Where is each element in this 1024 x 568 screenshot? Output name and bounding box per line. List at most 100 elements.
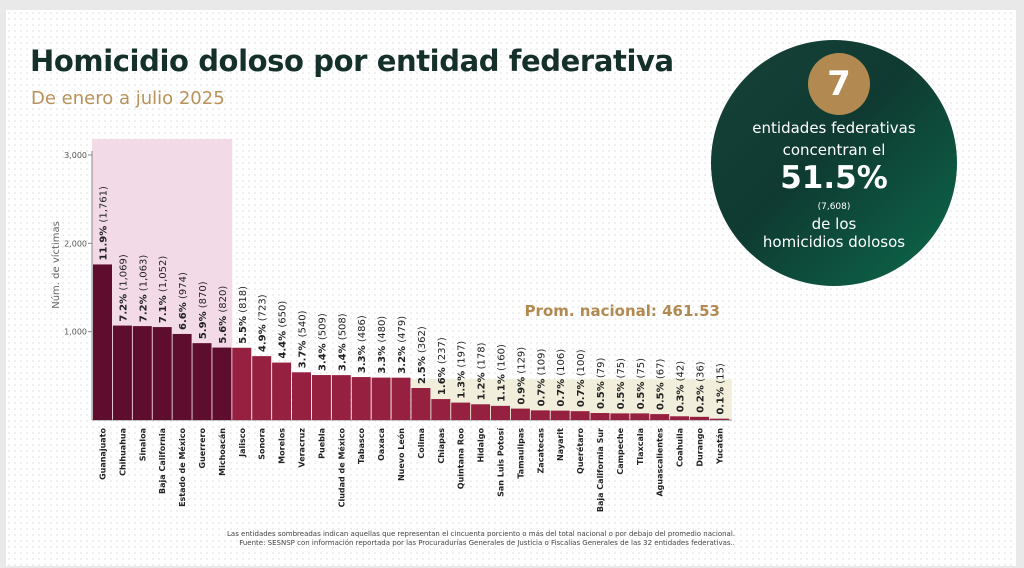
bar-value-label: 3.3% (480)	[377, 316, 388, 374]
bar-value-label: 3.4% (509)	[317, 313, 328, 371]
bar-percent-label: 0.5%	[656, 382, 667, 410]
bar-percent-label: 3.3%	[377, 346, 388, 374]
bar-count-label: (509)	[317, 313, 328, 343]
category-labels: Guanajuato Chihuahua Sinaloa Baja Californi…	[99, 427, 725, 512]
bar-value-label: 0.7% (100)	[576, 349, 587, 407]
bar-value-label: 1.3% (197)	[457, 341, 468, 399]
category-label: Baja California	[158, 428, 167, 494]
bars	[93, 264, 729, 420]
bar	[530, 410, 550, 420]
bar-percent-label: 1.6%	[437, 367, 448, 395]
page-title: Homicidio doloso por entidad federativa	[30, 44, 674, 78]
bar-value-label: 5.5% (818)	[238, 286, 249, 344]
bar-percent-label: 1.2%	[477, 373, 488, 401]
bar-value-label: 11.9% (1,761)	[99, 186, 110, 260]
bar-value-label: 1.2% (178)	[477, 342, 488, 400]
category-label: Guerrero	[198, 428, 207, 469]
bar-percent-label: 7.1%	[158, 295, 169, 323]
bar-value-label: 3.4% (508)	[337, 313, 348, 371]
category-label: San Luis Potosí	[497, 427, 506, 497]
category-label: Querétaro	[575, 428, 585, 474]
bar-count-label: (723)	[258, 294, 269, 324]
bar-count-label: (67)	[656, 359, 667, 383]
bar-value-label: 0.5% (79)	[596, 357, 607, 409]
bar-percent-label: 4.9%	[258, 324, 269, 352]
category-label: Tamaulipas	[516, 428, 525, 479]
bar	[391, 377, 411, 420]
bar-percent-label: 0.7%	[556, 379, 567, 407]
category-label: Chiapas	[437, 428, 446, 464]
bar-percent-label: 3.3%	[357, 345, 368, 373]
highlight-line-3: de los	[811, 215, 857, 233]
y-tick-label: 3,000	[64, 151, 87, 160]
bar-percent-label: 0.5%	[616, 382, 627, 410]
bar	[112, 325, 132, 420]
bar-count-label: (650)	[278, 301, 289, 331]
bar-value-label: 1.1% (160)	[497, 344, 508, 402]
bar-count-label: (75)	[636, 358, 647, 382]
bar	[610, 413, 630, 420]
bar-percent-label: 1.1%	[497, 374, 508, 402]
bar-value-label: 6.6% (974)	[178, 272, 189, 330]
highlight-percent: 51.5%	[780, 160, 888, 196]
bar-count-label: (974)	[178, 272, 189, 302]
category-label: Campeche	[616, 427, 625, 474]
bar-value-label: 4.9% (723)	[258, 294, 269, 352]
bar	[431, 399, 451, 420]
bar-percent-label: 3.4%	[337, 343, 348, 371]
bar-percent-label: 0.5%	[596, 381, 607, 409]
category-label: Oaxaca	[377, 428, 386, 461]
bar-percent-label: 7.2%	[138, 294, 149, 322]
bar	[351, 377, 371, 420]
bar-count-label: (75)	[616, 358, 627, 382]
bar-count-label: (508)	[337, 313, 348, 343]
bar-count-label: (79)	[596, 357, 607, 381]
bar-percent-label: 1.3%	[457, 371, 468, 399]
bar-value-label: 4.4% (650)	[278, 301, 289, 359]
bar-count-label: (540)	[298, 310, 309, 340]
bar-value-label: 0.5% (75)	[636, 358, 647, 410]
bar-count-label: (820)	[218, 286, 229, 316]
category-label: Guanajuato	[99, 428, 108, 480]
bar	[510, 408, 530, 420]
category-label: Aguascalientes	[656, 428, 665, 497]
bar-value-label: 0.2% (36)	[696, 361, 707, 413]
bar	[331, 375, 351, 420]
bar-count-label: (1,052)	[158, 256, 169, 296]
bar	[411, 388, 431, 420]
bar-value-label: 5.6% (820)	[218, 286, 229, 344]
bar-count-label: (479)	[397, 316, 408, 346]
bar-count-label: (160)	[497, 344, 508, 374]
bar-percent-label: 0.5%	[636, 382, 647, 410]
y-tick-label: 2,000	[64, 239, 87, 248]
category-label: Puebla	[317, 428, 326, 459]
footnote: Las entidades sombreadas indican aquella…	[150, 530, 735, 548]
bar-count-label: (1,063)	[138, 255, 149, 295]
bar	[232, 347, 252, 420]
bar	[451, 402, 471, 420]
count-badge: 7	[808, 53, 870, 115]
highlight-line-2: concentran el	[782, 141, 886, 159]
bar	[152, 327, 172, 420]
bar-count-label: (100)	[576, 349, 587, 379]
y-tick-label: 1,000	[64, 328, 87, 337]
bar-count-label: (178)	[477, 342, 488, 372]
highlight-line-4: homicidios dolosos	[762, 233, 906, 251]
bar-count-label: (480)	[377, 316, 388, 346]
bar-value-label: 7.2% (1,069)	[118, 254, 129, 321]
bar	[132, 326, 152, 420]
bar-percent-label: 2.5%	[417, 356, 428, 384]
bar	[709, 418, 729, 420]
bar-percent-label: 5.5%	[238, 316, 249, 344]
bar-count-label: (36)	[696, 361, 707, 385]
bar-count-label: (1,761)	[99, 186, 110, 226]
category-label: Estado de México	[177, 427, 187, 506]
bar	[292, 372, 311, 420]
bar-percent-label: 0.7%	[576, 379, 587, 407]
bar-count-label: (818)	[238, 286, 249, 316]
bar	[192, 343, 212, 420]
bar	[311, 375, 331, 420]
bar-percent-label: 3.2%	[397, 346, 408, 374]
category-label: Zacatecas	[536, 428, 545, 474]
category-label: Tabasco	[357, 428, 366, 464]
